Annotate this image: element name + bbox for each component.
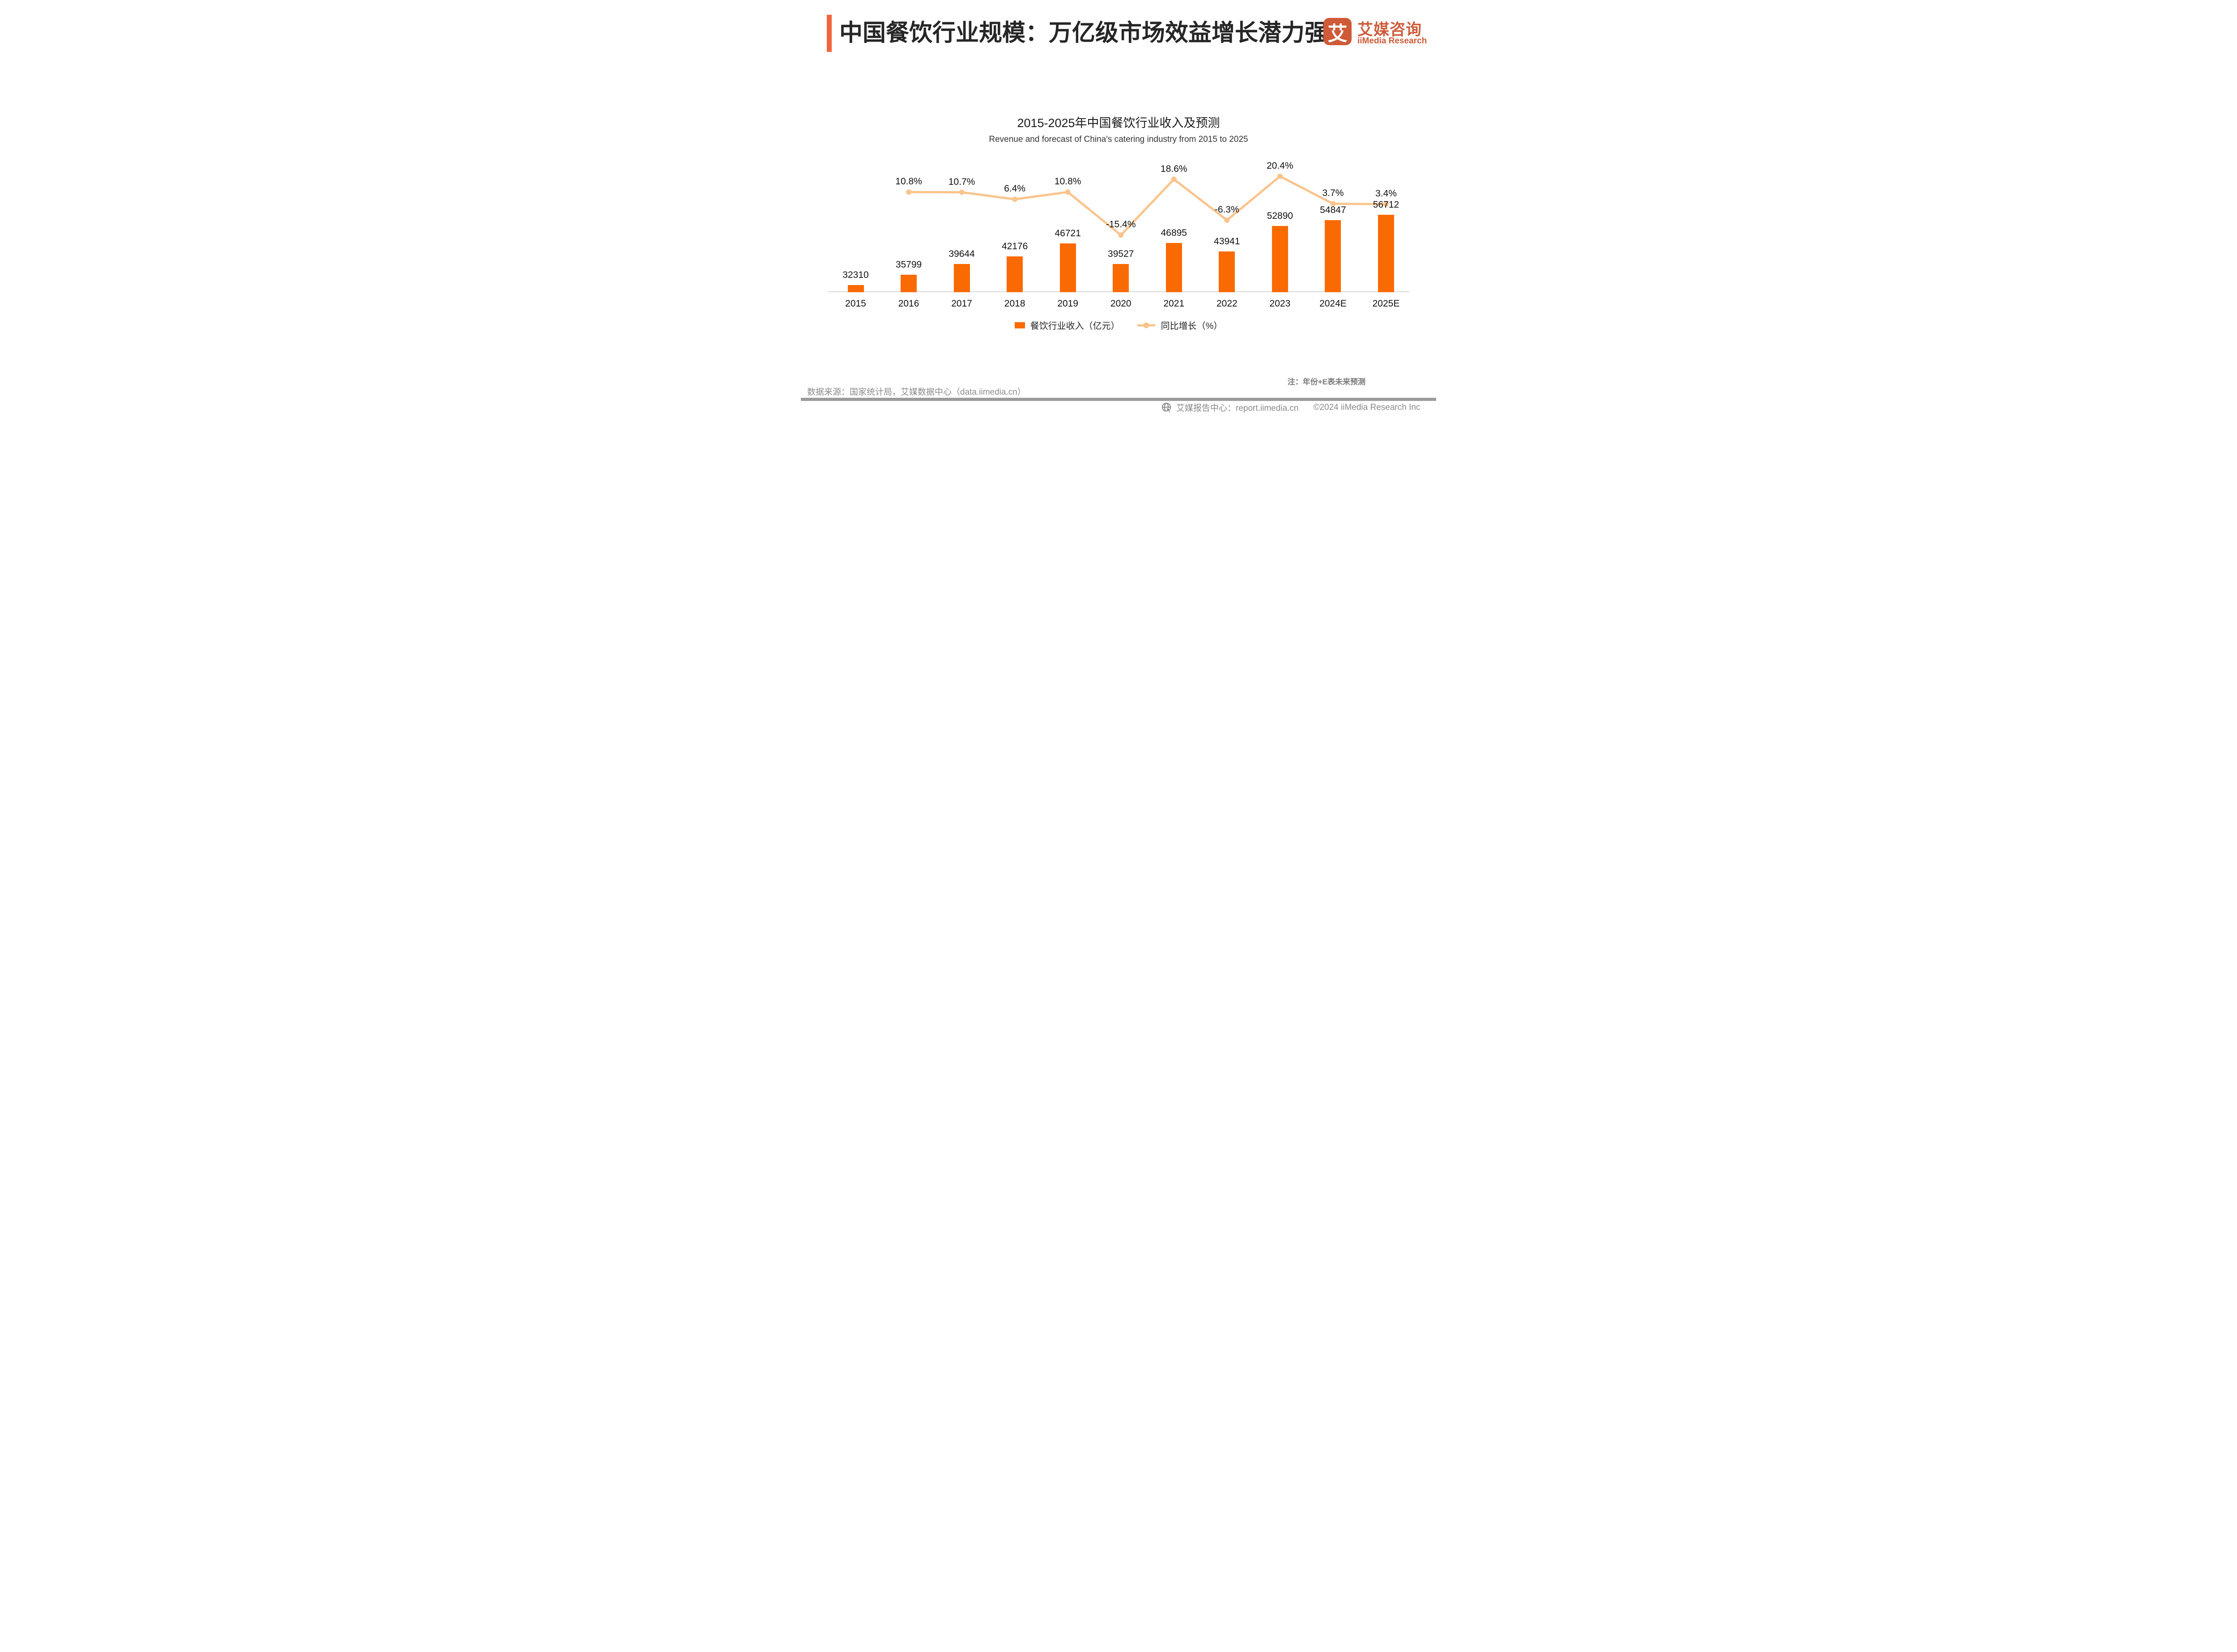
bar-value-label: 35799	[895, 260, 922, 270]
globe-cursor-icon	[1161, 402, 1172, 413]
bar-value-label: 46721	[1055, 228, 1081, 239]
legend-bar-swatch	[1014, 322, 1025, 328]
chart-title: 2015-2025年中国餐饮行业收入及预测	[1017, 116, 1220, 130]
x-axis-label: 2024E	[1319, 298, 1347, 309]
chart-legend: 餐饮行业收入（亿元） 同比增长（%）	[801, 319, 1436, 332]
footer-report-center: 艾媒报告中心：report.iimedia.cn	[1176, 404, 1299, 413]
bar	[1165, 243, 1182, 292]
x-axis-label: 2022	[1216, 298, 1238, 309]
data-source: 数据来源：国家统计局，艾媒数据中心（data.iimedia.cn）	[807, 387, 1026, 397]
forecast-note: 注：年份+E表未来预测	[1287, 378, 1365, 386]
growth-point-marker	[906, 189, 912, 195]
bar-value-label: 52890	[1267, 210, 1293, 221]
growth-point-marker	[1224, 217, 1230, 223]
bar-value-label: 46895	[1161, 228, 1187, 238]
growth-point-label: 20.4%	[1267, 161, 1293, 171]
growth-point-marker	[1065, 189, 1071, 195]
logo-name-en: iiMedia Research	[1357, 36, 1427, 46]
footer-divider	[801, 398, 1436, 401]
x-axis-label: 2025E	[1372, 298, 1400, 309]
growth-point-label: 6.4%	[1004, 183, 1026, 194]
iimedia-logo-icon: 艾	[1323, 18, 1352, 45]
bar	[1059, 243, 1076, 292]
x-axis-label: 2019	[1057, 298, 1079, 309]
bar	[1219, 251, 1235, 292]
x-axis-label: 2018	[1004, 298, 1025, 309]
x-axis-label: 2016	[898, 298, 919, 309]
bar	[847, 285, 864, 292]
growth-point-marker	[1171, 176, 1177, 182]
bar	[901, 275, 917, 292]
bar	[1113, 264, 1129, 292]
growth-point-label: 3.4%	[1375, 188, 1397, 199]
bar-value-label: 42176	[1001, 241, 1028, 252]
bar-value-label: 54847	[1320, 204, 1346, 215]
x-axis-label: 2023	[1269, 298, 1291, 309]
page: 中国餐饮行业规模：万亿级市场效益增长潜力强劲 艾 艾媒咨询 iiMedia Re…	[801, 0, 1436, 413]
bar	[1378, 214, 1394, 292]
legend-line-label: 同比增长（%）	[1161, 321, 1223, 331]
legend-bar-label: 餐饮行业收入（亿元）	[1030, 321, 1120, 331]
bar-value-label: 43941	[1214, 236, 1240, 247]
bar-value-label: 56712	[1373, 199, 1399, 210]
x-axis-label: 2015	[845, 298, 866, 309]
bar	[953, 264, 970, 292]
page-title: 中国餐饮行业规模：万亿级市场效益增长潜力强劲	[839, 20, 1352, 46]
x-axis-label: 2017	[951, 298, 972, 309]
growth-point-label: 18.6%	[1161, 163, 1187, 174]
growth-point-marker	[1012, 196, 1018, 202]
growth-point-label: 10.7%	[948, 176, 975, 187]
chart-subtitle: Revenue and forecast of China's catering…	[989, 135, 1248, 144]
footer: 艾媒报告中心：report.iimedia.cn ©2024 iiMedia R…	[1161, 401, 1420, 413]
growth-point-label: 3.7%	[1322, 188, 1344, 199]
logo-icon-glyph: 艾	[1327, 22, 1348, 45]
logo-name-cn: 艾媒咨询	[1357, 21, 1422, 38]
growth-point-label: 10.8%	[1054, 176, 1081, 187]
x-axis-label: 2020	[1110, 298, 1131, 309]
bar	[1007, 256, 1023, 292]
bar-value-label: 39644	[948, 248, 975, 259]
growth-point-marker	[959, 189, 965, 195]
growth-point-marker	[1118, 232, 1124, 238]
footer-copyright: ©2024 iiMedia Research Inc	[1313, 402, 1420, 412]
bar-value-label: 32310	[842, 269, 869, 280]
title-accent-bar	[827, 15, 832, 52]
legend-line-marker	[1137, 322, 1156, 329]
iimedia-logo: 艾 艾媒咨询 iiMedia Research	[1323, 18, 1427, 46]
growth-point-label: 10.8%	[895, 176, 922, 187]
bar	[1272, 226, 1288, 292]
growth-point-label: -15.4%	[1106, 219, 1136, 230]
x-axis-label: 2021	[1163, 298, 1185, 309]
bar-value-label: 39527	[1108, 249, 1134, 260]
growth-point-marker	[1277, 174, 1283, 179]
chart-plot: 32310 35799 39644 42176 46721 39527 46895 43941…	[801, 0, 1436, 413]
growth-point-label: -6.3%	[1214, 204, 1239, 215]
bar	[1325, 220, 1341, 292]
